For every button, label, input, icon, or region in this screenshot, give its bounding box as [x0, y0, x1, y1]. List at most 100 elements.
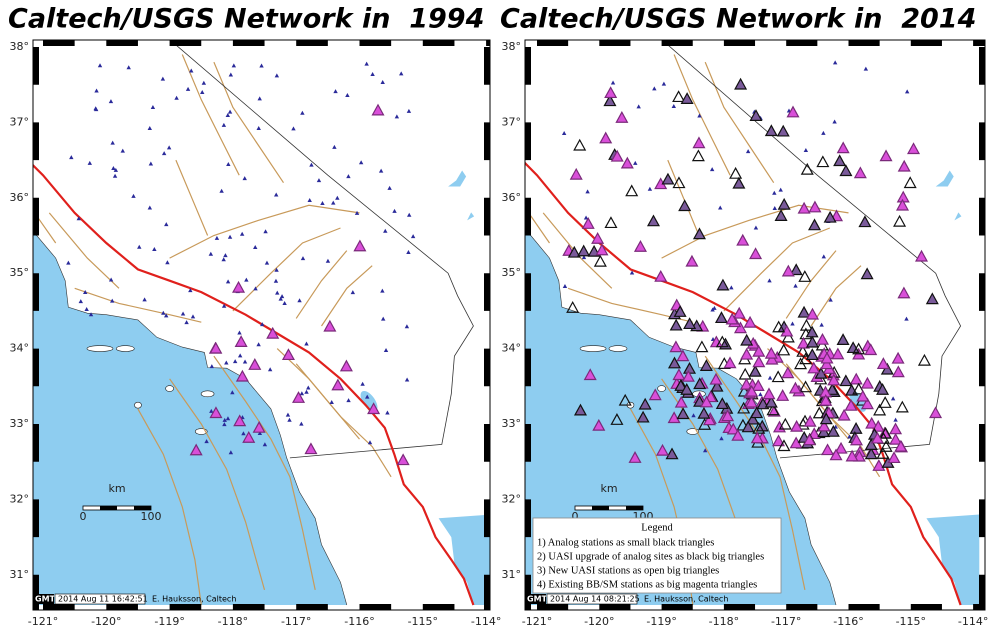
state-border — [661, 40, 962, 459]
small-station — [406, 249, 411, 254]
small-station — [259, 63, 264, 68]
big-station — [820, 357, 834, 370]
big-station — [833, 154, 847, 167]
island — [657, 385, 666, 392]
small-station — [274, 192, 279, 197]
lon-label: -117° — [771, 615, 801, 628]
small-station — [407, 212, 412, 217]
small-station — [745, 149, 751, 154]
small-station — [383, 347, 389, 352]
big-station — [567, 245, 581, 258]
small-station — [793, 283, 798, 288]
big-station — [786, 105, 800, 118]
scale-start: 0 — [80, 510, 87, 523]
big-station — [235, 369, 249, 382]
small-station — [78, 299, 83, 304]
small-station — [320, 201, 325, 206]
big-station — [750, 431, 764, 444]
small-station — [709, 167, 715, 172]
small-station — [225, 112, 231, 117]
big-station — [815, 338, 829, 351]
big-station — [746, 412, 760, 425]
big-station — [695, 340, 709, 353]
small-station — [214, 235, 220, 240]
big-station — [620, 156, 634, 169]
timestamp: 2014 Aug 11 16:42:51 — [58, 595, 148, 604]
small-station — [304, 341, 309, 346]
small-station — [97, 63, 103, 68]
big-station — [893, 214, 907, 227]
small-station — [335, 195, 340, 200]
big-station — [889, 432, 903, 445]
big-station — [646, 214, 661, 227]
small-station — [329, 399, 334, 404]
small-station — [778, 187, 783, 192]
small-station — [753, 225, 759, 230]
big-station — [676, 407, 690, 420]
big-station — [599, 131, 613, 144]
fault — [295, 250, 348, 319]
small-station — [300, 110, 305, 115]
big-station — [603, 94, 617, 107]
fault — [704, 355, 806, 591]
big-station — [292, 391, 306, 403]
small-station — [224, 360, 229, 365]
big-station — [853, 166, 867, 179]
small-station — [581, 255, 587, 260]
small-station — [652, 86, 657, 91]
small-station — [227, 234, 233, 239]
logo-box — [36, 594, 54, 604]
small-station — [221, 122, 227, 127]
big-station — [680, 92, 694, 104]
small-station — [256, 125, 261, 130]
big-station — [685, 254, 699, 267]
map-body — [525, 40, 980, 606]
big-station — [844, 398, 858, 411]
small-station — [222, 417, 227, 422]
big-station — [887, 451, 901, 464]
scale-bar-fill — [626, 506, 643, 510]
big-station — [819, 394, 833, 406]
big-station — [731, 428, 745, 441]
big-station — [736, 233, 750, 246]
big-station — [234, 335, 248, 347]
big-station — [723, 356, 737, 369]
small-station — [394, 114, 400, 119]
small-station — [392, 208, 397, 213]
big-station — [805, 348, 819, 361]
big-station — [907, 142, 921, 155]
big-station — [266, 326, 280, 339]
big-station — [778, 417, 792, 430]
big-station — [781, 366, 795, 379]
small-station — [307, 198, 312, 203]
san-andreas-fault — [33, 163, 475, 606]
big-station — [739, 377, 753, 390]
big-station — [715, 335, 729, 348]
small-station — [847, 434, 852, 439]
big-station — [604, 86, 618, 99]
big-station — [762, 387, 776, 400]
big-station — [897, 159, 911, 172]
small-station — [661, 81, 667, 86]
small-station — [209, 408, 214, 413]
small-station — [131, 193, 136, 198]
small-station — [360, 381, 365, 386]
small-station — [225, 416, 231, 421]
small-station — [208, 251, 214, 256]
lake — [954, 212, 962, 221]
big-station — [849, 421, 863, 434]
big-station — [805, 335, 819, 348]
big-station — [700, 395, 714, 408]
big-station — [667, 411, 681, 424]
big-station — [820, 351, 834, 364]
big-station — [797, 201, 811, 214]
small-station — [241, 431, 246, 436]
small-station — [358, 160, 364, 165]
small-station — [893, 417, 898, 422]
big-station — [800, 162, 814, 175]
big-station — [699, 359, 713, 371]
small-station — [821, 254, 826, 259]
scale-unit: km — [600, 482, 617, 495]
small-station — [718, 205, 723, 210]
